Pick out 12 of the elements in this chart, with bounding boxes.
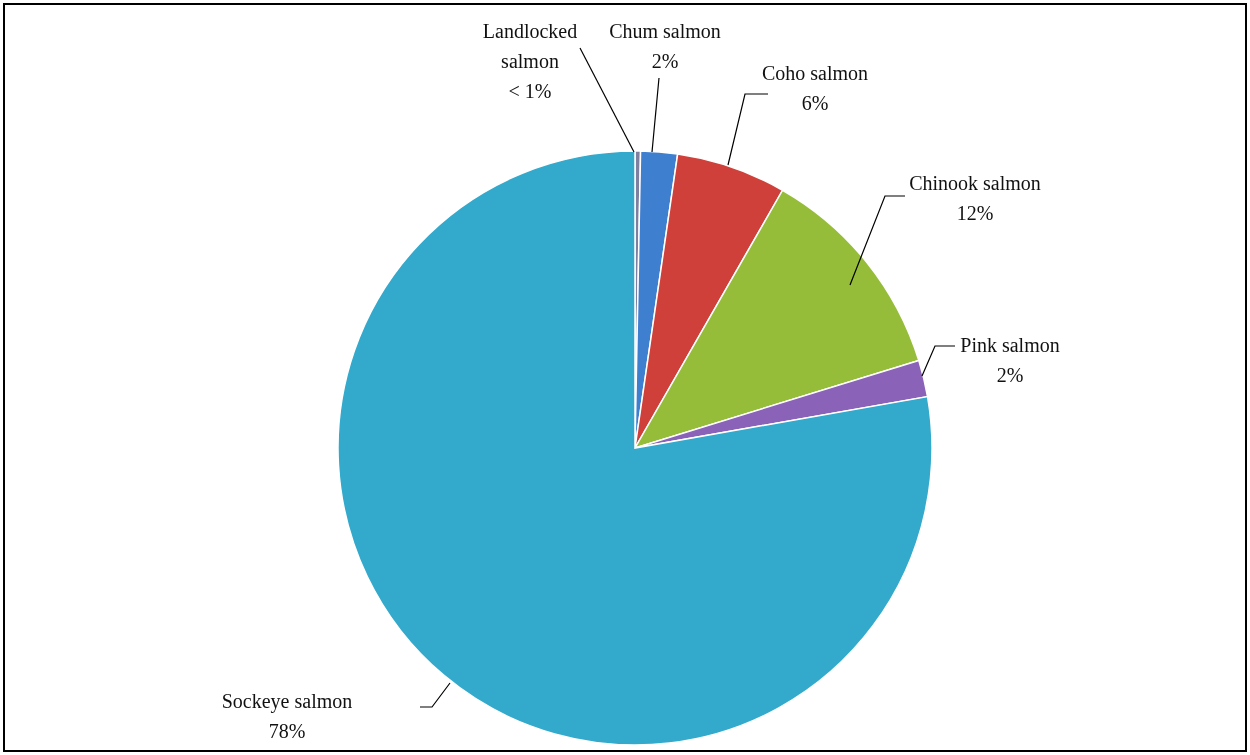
- slice-label: Chinook salmon: [909, 172, 1041, 194]
- slice-label: Sockeye salmon: [221, 690, 353, 713]
- data-label: 6%: [801, 92, 829, 114]
- data-label: 78%: [268, 720, 306, 742]
- data-label: < 1%: [508, 80, 552, 102]
- data-label: 2%: [996, 364, 1024, 386]
- slice-label: Landlocked salmon: [482, 20, 578, 72]
- data-label: 2%: [651, 50, 679, 72]
- slice-label: Pink salmon: [960, 334, 1060, 356]
- data-label: 12%: [956, 202, 994, 224]
- slice-label: Chum salmon: [609, 20, 721, 42]
- slice-label: Coho salmon: [761, 62, 869, 84]
